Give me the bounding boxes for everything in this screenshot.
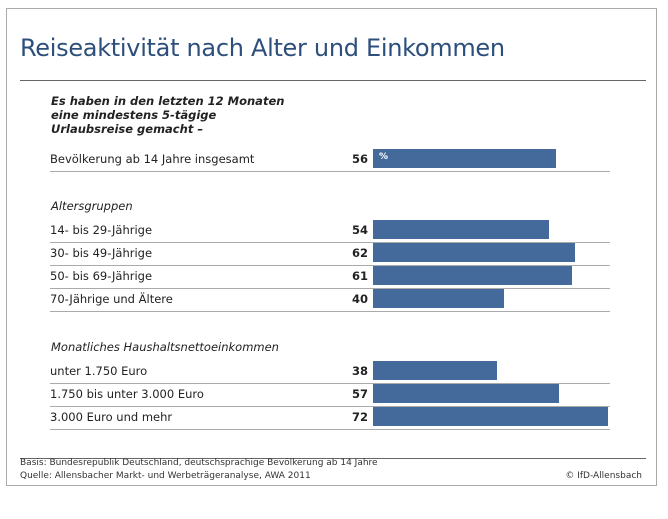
bar	[373, 243, 576, 262]
bar-row: 70-Jährige und Ältere 40	[50, 288, 610, 312]
bar-row: unter 1.750 Euro 38	[50, 360, 610, 384]
value-label: 38	[351, 364, 368, 378]
value-label: 61	[351, 269, 368, 283]
title-divider	[20, 80, 646, 81]
bar	[373, 289, 504, 308]
category-label: 70-Jährige und Ältere	[50, 292, 173, 306]
bar	[373, 220, 550, 239]
value-label: 40	[351, 292, 368, 306]
copyright: © IfD-Allensbach	[565, 471, 642, 481]
category-label: 1.750 bis unter 3.000 Euro	[50, 387, 204, 401]
bar-row: 1.750 bis unter 3.000 Euro 57	[50, 383, 610, 407]
bar	[373, 407, 608, 426]
bar	[373, 361, 498, 380]
category-label: 50- bis 69-Jährige	[50, 269, 153, 283]
category-label: 3.000 Euro und mehr	[50, 410, 173, 424]
value-label: 62	[351, 246, 368, 260]
chart-title: Reiseaktivität nach Alter und Einkommen	[20, 34, 505, 62]
footer-divider	[20, 458, 646, 459]
bar-row: 14- bis 29-Jährige 54	[50, 219, 610, 243]
bar	[373, 384, 560, 403]
value-label: 56	[351, 152, 368, 166]
bar: %	[373, 149, 556, 168]
value-label: 57	[351, 387, 368, 401]
bar-row: 30- bis 49-Jährige 62	[50, 242, 610, 266]
bar-row: Bevölkerung ab 14 Jahre insgesamt 56%	[50, 148, 610, 172]
bar-row: 3.000 Euro und mehr 72	[50, 406, 610, 430]
footer-source: Quelle: Allensbacher Markt- und Werbeträ…	[20, 471, 311, 481]
value-label: 54	[351, 223, 368, 237]
bar	[373, 266, 573, 285]
unit-label: %	[379, 152, 389, 162]
group-label: Altersgruppen	[51, 199, 133, 213]
question-text: Es haben in den letzten 12 Monaten eine …	[51, 94, 285, 136]
value-label: 72	[351, 410, 368, 424]
footer-basis: Basis: Bundesrepublik Deutschland, deuts…	[20, 458, 378, 468]
bar-row: 50- bis 69-Jährige 61	[50, 265, 610, 289]
group-label: Monatliches Haushaltsnettoeinkommen	[51, 340, 279, 354]
category-label: Bevölkerung ab 14 Jahre insgesamt	[50, 152, 255, 166]
category-label: unter 1.750 Euro	[50, 364, 148, 378]
category-label: 14- bis 29-Jährige	[50, 223, 153, 237]
category-label: 30- bis 49-Jährige	[50, 246, 153, 260]
chart-frame	[6, 8, 657, 486]
